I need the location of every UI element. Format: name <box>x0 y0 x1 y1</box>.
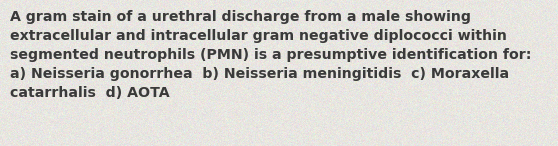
Text: A gram stain of a urethral discharge from a male showing
extracellular and intra: A gram stain of a urethral discharge fro… <box>10 10 532 100</box>
